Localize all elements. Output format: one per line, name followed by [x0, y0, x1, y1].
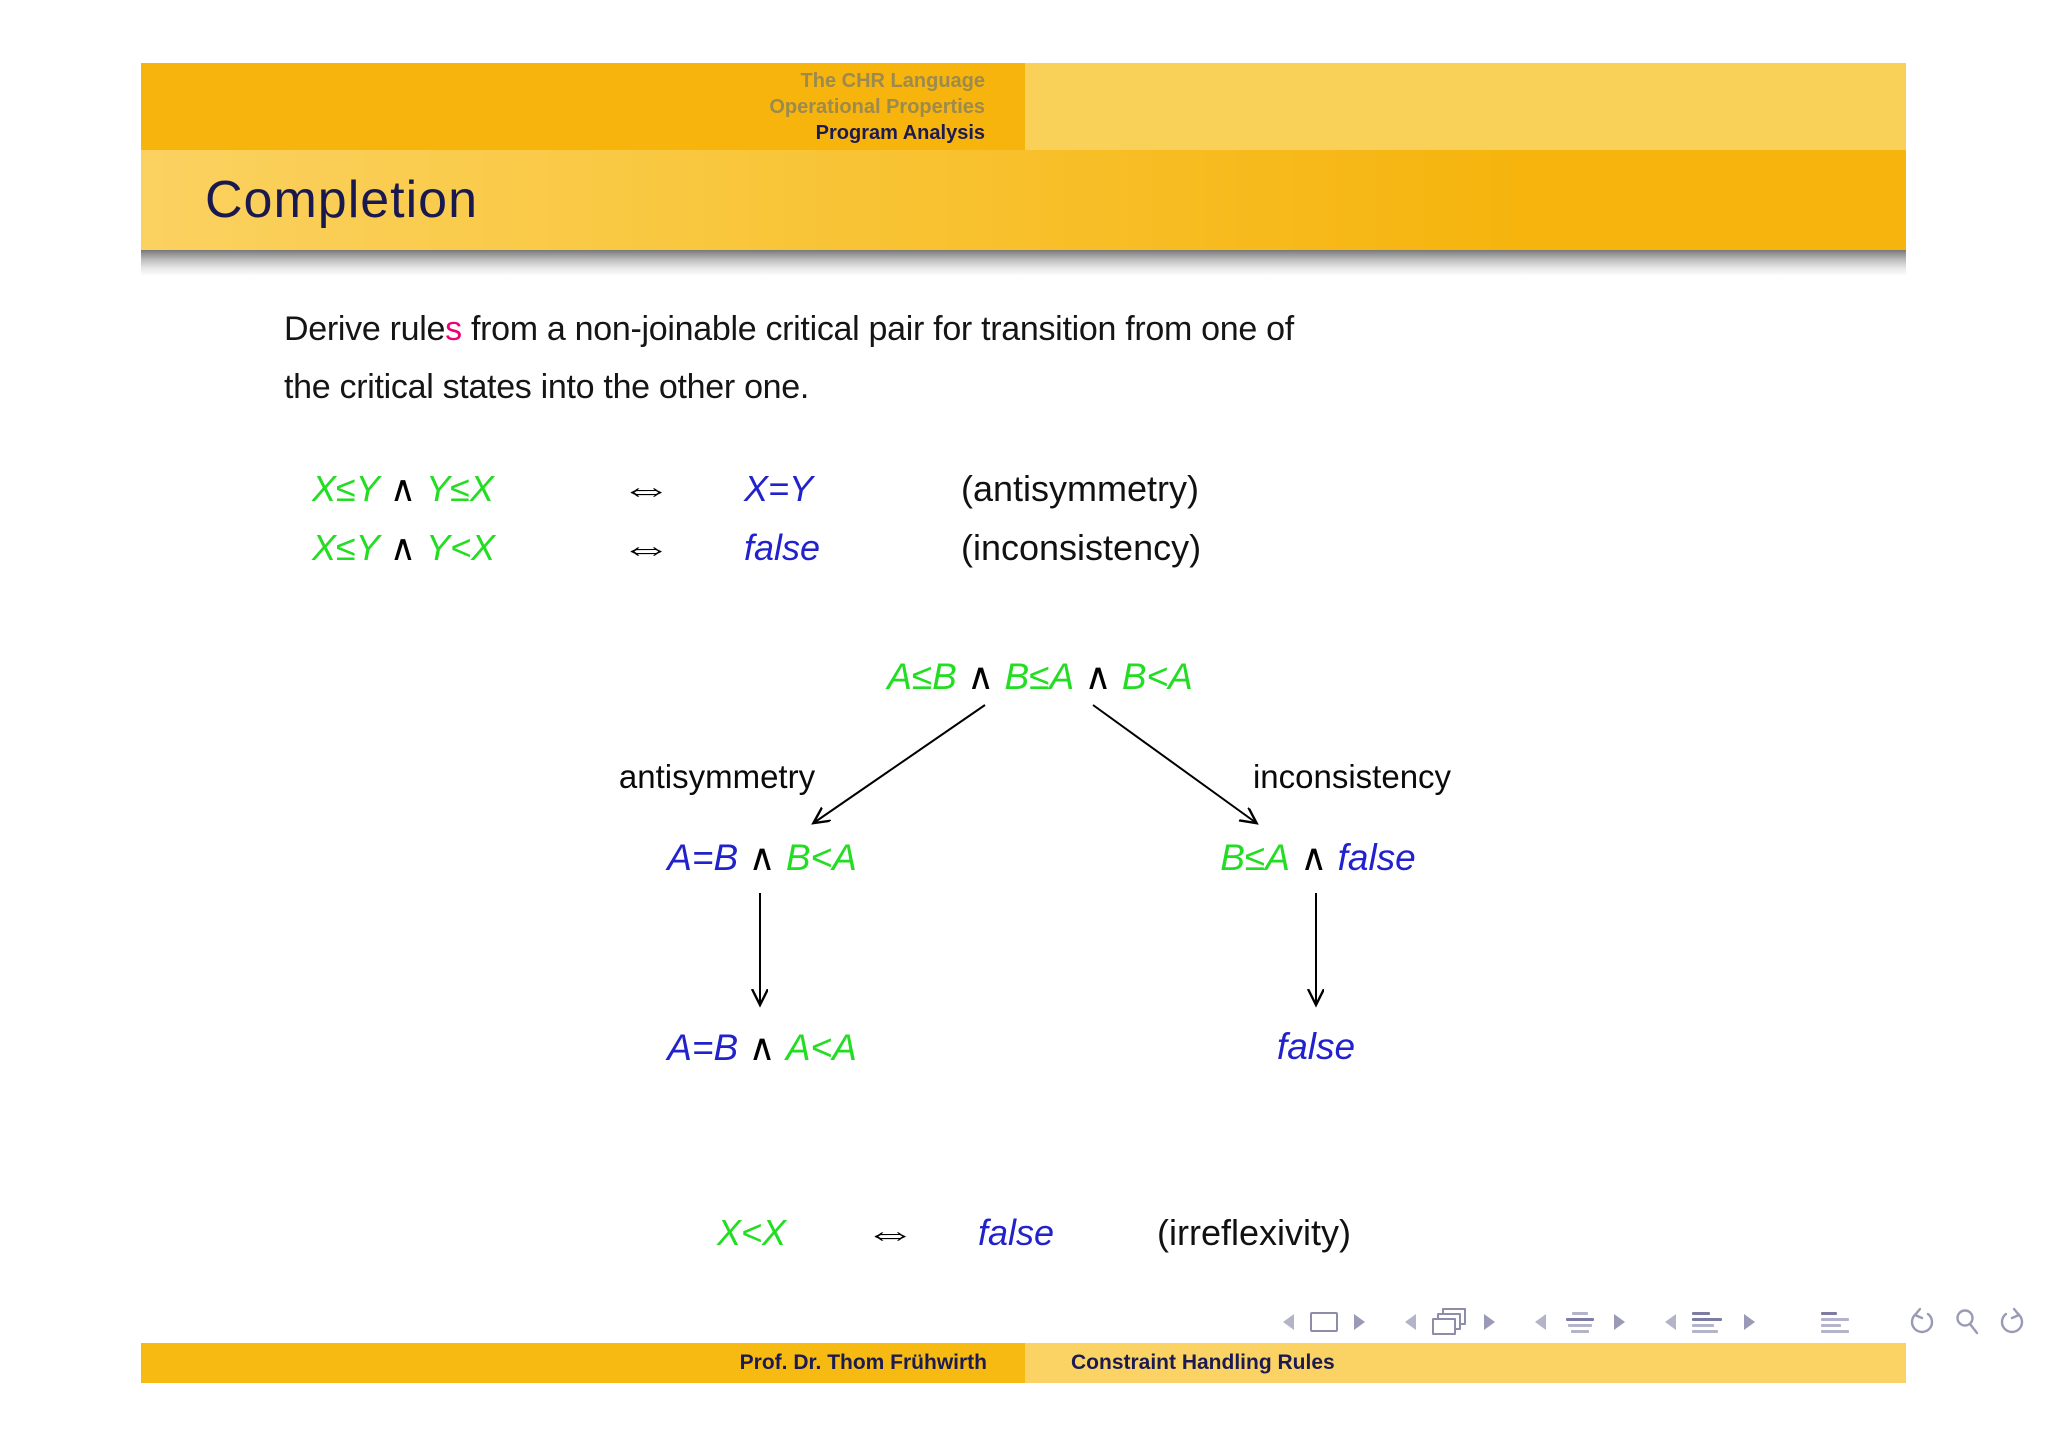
- iff-glyph: ⇔: [619, 527, 673, 568]
- prev-frame-icon[interactable]: [1405, 1314, 1416, 1330]
- rule-lhs: X≤Y ∧ Y≤X: [312, 468, 494, 510]
- title-shadow: [141, 250, 1906, 276]
- tree-right-bottom-node: false: [1276, 1026, 1356, 1067]
- rule-rhs: X=Y: [744, 468, 814, 509]
- body-text-segment: Derive rule: [284, 310, 446, 348]
- tree-right-branch-label: inconsistency: [1252, 758, 1452, 795]
- math-blue: A=B: [667, 1027, 739, 1068]
- math-green: X<X: [717, 1212, 787, 1253]
- footer-author: Prof. Dr. Thom Frühwirth: [739, 1351, 987, 1374]
- math-green: B<A: [1121, 656, 1193, 697]
- page-title: Completion: [205, 171, 479, 229]
- tree-right-mid-node: B≤A ∧ false: [1220, 836, 1415, 879]
- and-operator: ∧: [1074, 656, 1122, 697]
- math-green: Y≤X: [426, 468, 494, 509]
- iff-glyph: ⇔: [863, 1212, 917, 1253]
- math-green: X≤Y: [312, 527, 380, 568]
- arrow-root-to-right: [1092, 704, 1255, 822]
- header-right-panel: [1025, 63, 1906, 150]
- slide-nav-group: [1283, 1312, 1365, 1332]
- iff-glyph: ⇔: [619, 468, 673, 509]
- body-line-1: Derive rules from a non-joinable critica…: [284, 300, 1644, 358]
- tree-left-bottom-node: A=B ∧ A<A: [667, 1026, 857, 1069]
- frame-stack-icon[interactable]: [1432, 1308, 1468, 1336]
- body-text-pink-segment: s: [445, 310, 462, 348]
- rule-rhs: false: [744, 527, 821, 568]
- breadcrumb: The CHR Language Operational Properties …: [141, 63, 1025, 150]
- rule-list: X≤Y ∧ Y≤X ⇔ X=Y (antisymmetry) X≤Y ∧ Y<X…: [312, 468, 1412, 586]
- footer-course-title: Constraint Handling Rules: [1071, 1351, 1335, 1374]
- next-slide-icon[interactable]: [1354, 1314, 1365, 1330]
- iff-arrow: ⇔: [620, 527, 672, 569]
- and-operator: ∧: [738, 837, 786, 878]
- section-outline-icon[interactable]: [1692, 1311, 1728, 1333]
- math-green: B≤A: [1220, 837, 1290, 878]
- rule-lhs: X≤Y ∧ Y<X: [312, 527, 495, 569]
- math-blue: false: [978, 1212, 1055, 1253]
- and-operator: ∧: [738, 1027, 786, 1068]
- slide-icon[interactable]: [1310, 1312, 1338, 1332]
- frame-nav-group: [1405, 1308, 1495, 1336]
- rule-antisymmetry: X≤Y ∧ Y≤X ⇔ X=Y (antisymmetry): [312, 468, 1412, 527]
- appendix-outline-icon[interactable]: [1821, 1311, 1857, 1333]
- body-paragraph: Derive rules from a non-joinable critica…: [284, 300, 1644, 416]
- frame-title-bar: Completion: [141, 150, 1906, 250]
- redo-history-icon[interactable]: [1997, 1307, 2027, 1337]
- subsection-nav-group: [1535, 1311, 1625, 1333]
- math-green: X≤Y: [312, 468, 380, 509]
- subsection-outline-icon[interactable]: [1562, 1311, 1598, 1333]
- search-icon[interactable]: [1953, 1307, 1981, 1337]
- rule-name: (inconsistency): [961, 527, 1202, 568]
- body-text-segment: from a non-joinable critical pair for tr…: [461, 310, 1294, 348]
- breadcrumb-section-chr-language[interactable]: The CHR Language: [800, 69, 985, 92]
- iff-arrow: ⇔: [620, 468, 672, 510]
- next-frame-icon[interactable]: [1484, 1314, 1495, 1330]
- iff-arrow: ⇔: [864, 1212, 916, 1254]
- derived-rule-irreflexivity: X<X ⇔ false (irreflexivity): [0, 1212, 2048, 1262]
- rule-name: (antisymmetry): [961, 468, 1200, 509]
- tree-left-branch-label: antisymmetry: [618, 758, 816, 795]
- math-blue: false: [1337, 837, 1416, 878]
- body-line-2: the critical states into the other one.: [284, 358, 1644, 416]
- prev-section-icon[interactable]: [1665, 1314, 1676, 1330]
- footer-author-panel: Prof. Dr. Thom Frühwirth: [141, 1343, 1025, 1383]
- body-text-segment: the critical states into the other one.: [284, 368, 810, 406]
- rule-inconsistency: X≤Y ∧ Y<X ⇔ false (inconsistency): [312, 527, 1412, 586]
- rule-name: (irreflexivity): [1157, 1212, 1351, 1253]
- math-green: Y<X: [426, 527, 496, 568]
- math-green: A<A: [785, 1027, 857, 1068]
- prev-slide-icon[interactable]: [1283, 1314, 1294, 1330]
- next-section-icon[interactable]: [1744, 1314, 1755, 1330]
- next-subsection-icon[interactable]: [1614, 1314, 1625, 1330]
- header-bar: The CHR Language Operational Properties …: [141, 63, 1906, 150]
- and-operator: ∧: [956, 656, 1005, 697]
- arrow-root-to-left: [815, 704, 986, 822]
- footer-bar: Prof. Dr. Thom Frühwirth Constraint Hand…: [141, 1343, 1906, 1383]
- tree-root-node: A≤B ∧ B≤A ∧ B<A: [887, 655, 1193, 698]
- and-operator: ∧: [379, 527, 427, 568]
- tree-left-mid-node: A=B ∧ B<A: [667, 836, 857, 879]
- and-operator: ∧: [379, 468, 427, 509]
- math-blue: A=B: [667, 837, 739, 878]
- and-operator: ∧: [1289, 837, 1338, 878]
- math-green: A≤B: [887, 656, 957, 697]
- breadcrumb-section-program-analysis[interactable]: Program Analysis: [815, 121, 985, 144]
- section-nav-group: [1665, 1311, 1755, 1333]
- math-green: B<A: [785, 837, 857, 878]
- history-search-group: [1907, 1307, 2027, 1337]
- math-green: B≤A: [1004, 656, 1075, 697]
- prev-subsection-icon[interactable]: [1535, 1314, 1546, 1330]
- undo-history-icon[interactable]: [1907, 1307, 1937, 1337]
- footer-course-panel: Constraint Handling Rules: [1025, 1343, 1906, 1383]
- navigation-bar: [1283, 1304, 2027, 1340]
- breadcrumb-section-operational-properties[interactable]: Operational Properties: [769, 95, 985, 118]
